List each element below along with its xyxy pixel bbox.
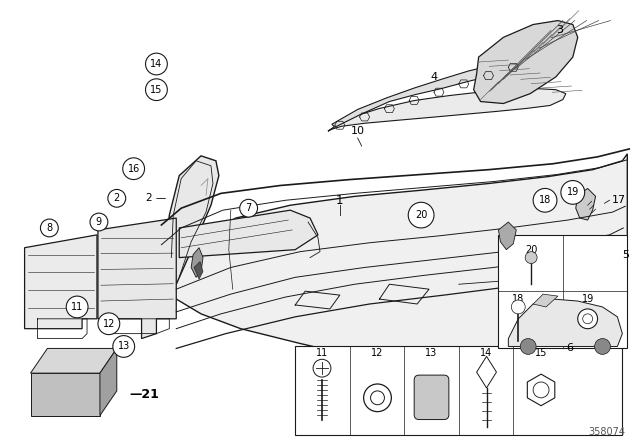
Text: 15: 15 [535, 349, 547, 358]
Text: 10: 10 [351, 126, 365, 136]
Text: —21: —21 [130, 388, 159, 401]
Bar [295, 346, 622, 435]
Polygon shape [98, 218, 176, 339]
Text: 14: 14 [150, 59, 163, 69]
Text: 20: 20 [525, 245, 538, 254]
Circle shape [371, 391, 385, 405]
Text: 358074: 358074 [588, 427, 625, 437]
Text: 12: 12 [371, 349, 384, 358]
Text: 6: 6 [566, 344, 573, 353]
Text: 13: 13 [118, 341, 130, 352]
Circle shape [520, 339, 536, 354]
Text: 15: 15 [150, 85, 163, 95]
Bar [499, 235, 627, 349]
Circle shape [511, 300, 525, 314]
Polygon shape [31, 373, 100, 416]
Circle shape [595, 339, 611, 354]
Polygon shape [24, 235, 97, 329]
Polygon shape [332, 58, 538, 127]
Circle shape [90, 213, 108, 231]
Circle shape [588, 237, 623, 272]
Circle shape [108, 190, 125, 207]
Circle shape [582, 314, 593, 324]
Circle shape [408, 202, 434, 228]
Text: 17: 17 [612, 195, 627, 205]
Circle shape [145, 53, 167, 75]
Circle shape [578, 309, 598, 329]
Circle shape [533, 189, 557, 212]
Text: 11: 11 [71, 302, 83, 312]
Circle shape [123, 158, 145, 180]
Polygon shape [508, 299, 622, 346]
Text: 1: 1 [336, 194, 344, 207]
Polygon shape [477, 356, 497, 388]
Circle shape [364, 384, 392, 412]
Text: 11: 11 [316, 349, 328, 358]
Polygon shape [170, 154, 627, 366]
Text: 18: 18 [539, 195, 551, 205]
Circle shape [561, 181, 585, 204]
FancyBboxPatch shape [414, 375, 449, 419]
Polygon shape [328, 89, 566, 131]
Text: 18: 18 [512, 294, 524, 304]
Text: 3: 3 [556, 26, 563, 35]
Text: 13: 13 [425, 349, 437, 358]
Polygon shape [191, 248, 203, 277]
Text: 2: 2 [114, 194, 120, 203]
Text: 14: 14 [481, 349, 493, 358]
Text: 12: 12 [102, 319, 115, 329]
Polygon shape [179, 210, 318, 258]
Text: 4: 4 [431, 72, 438, 82]
Circle shape [596, 245, 616, 264]
Circle shape [40, 219, 58, 237]
Circle shape [98, 313, 120, 335]
Circle shape [525, 252, 537, 263]
Text: 19: 19 [582, 294, 594, 304]
Text: 7: 7 [246, 203, 252, 213]
Text: 19: 19 [566, 187, 579, 198]
Circle shape [113, 336, 134, 358]
Polygon shape [576, 189, 596, 220]
Text: 20: 20 [415, 210, 428, 220]
Circle shape [240, 199, 257, 217]
Polygon shape [31, 349, 116, 373]
Circle shape [66, 296, 88, 318]
Circle shape [313, 359, 331, 377]
Text: 16: 16 [127, 164, 140, 174]
Circle shape [145, 79, 167, 100]
Polygon shape [474, 21, 578, 103]
Polygon shape [166, 156, 219, 284]
Polygon shape [533, 294, 558, 307]
Text: 5: 5 [622, 250, 629, 259]
Text: 8: 8 [46, 223, 52, 233]
Polygon shape [499, 222, 516, 250]
Polygon shape [194, 262, 203, 279]
Polygon shape [100, 349, 116, 416]
Text: 9: 9 [96, 217, 102, 227]
Circle shape [533, 382, 549, 398]
Text: 2 —: 2 — [147, 194, 166, 203]
